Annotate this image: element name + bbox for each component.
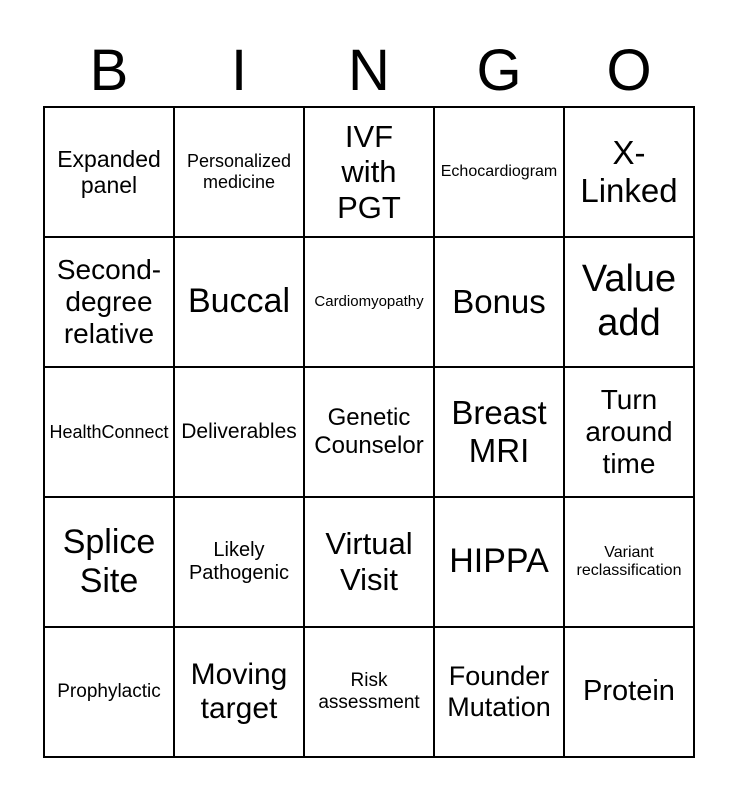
bingo-cell-r2c3[interactable]: Cardiomyopathy xyxy=(304,237,434,367)
bingo-cell-r1c5[interactable]: X- Linked xyxy=(564,107,694,237)
bingo-cell-r3c5[interactable]: Turn around time xyxy=(564,367,694,497)
bingo-cell-r3c3[interactable]: Genetic Counselor xyxy=(304,367,434,497)
bingo-cell-r1c2[interactable]: Personalized medicine xyxy=(174,107,304,237)
bingo-card: B I N G O Expanded panel Personalized me… xyxy=(43,42,695,758)
bingo-cell-r5c4[interactable]: Founder Mutation xyxy=(434,627,564,757)
bingo-cell-r4c4[interactable]: HIPPA xyxy=(434,497,564,627)
bingo-cell-r4c2[interactable]: Likely Pathogenic xyxy=(174,497,304,627)
bingo-cell-r5c1[interactable]: Prophylactic xyxy=(44,627,174,757)
header-letter-i: I xyxy=(230,38,248,103)
header-letter-n: N xyxy=(348,38,390,103)
header-letter-o: O xyxy=(606,38,652,103)
bingo-cell-r5c3[interactable]: Risk assessment xyxy=(304,627,434,757)
bingo-grid: Expanded panel Personalized medicine IVF… xyxy=(43,106,695,758)
bingo-cell-r4c3[interactable]: Virtual Visit xyxy=(304,497,434,627)
bingo-cell-r3c4[interactable]: Breast MRI xyxy=(434,367,564,497)
bingo-cell-r1c4[interactable]: Echocardiogram xyxy=(434,107,564,237)
bingo-cell-r5c2[interactable]: Moving target xyxy=(174,627,304,757)
bingo-cell-r1c1[interactable]: Expanded panel xyxy=(44,107,174,237)
bingo-header: B I N G O xyxy=(43,42,694,100)
bingo-cell-r3c1[interactable]: HealthConnect xyxy=(44,367,174,497)
bingo-cell-r1c3[interactable]: IVF with PGT xyxy=(304,107,434,237)
bingo-cell-r3c2[interactable]: Deliverables xyxy=(174,367,304,497)
bingo-cell-r5c5[interactable]: Protein xyxy=(564,627,694,757)
bingo-cell-r4c5[interactable]: Variant reclassification xyxy=(564,497,694,627)
bingo-cell-r4c1[interactable]: Splice Site xyxy=(44,497,174,627)
bingo-cell-r2c4[interactable]: Bonus xyxy=(434,237,564,367)
bingo-cell-r2c2[interactable]: Buccal xyxy=(174,237,304,367)
header-letter-g: G xyxy=(476,38,522,103)
bingo-cell-r2c1[interactable]: Second- degree relative xyxy=(44,237,174,367)
bingo-cell-r2c5[interactable]: Value add xyxy=(564,237,694,367)
header-letter-b: B xyxy=(89,38,129,103)
